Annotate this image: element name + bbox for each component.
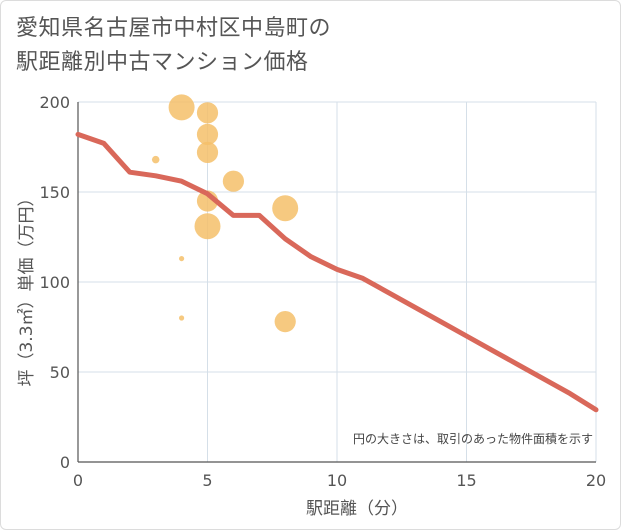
data-point — [222, 170, 245, 192]
data-point — [196, 102, 219, 124]
size-note: 円の大きさは、取引のあった物件面積を示す — [353, 431, 593, 446]
data-point — [179, 315, 185, 321]
x-tick-label: 5 — [202, 471, 212, 490]
data-point — [179, 256, 185, 262]
data-point — [194, 213, 221, 240]
data-point — [151, 155, 160, 164]
title-line-2: 駅距離別中古マンション価格 — [16, 50, 309, 75]
y-axis-label: 坪（3.3㎡）単価（万円） — [17, 189, 37, 386]
chart-title: 愛知県名古屋市中村区中島町の 駅距離別中古マンション価格 — [16, 12, 331, 80]
data-point — [272, 195, 299, 222]
y-tick-label: 200 — [39, 93, 70, 112]
trend-line — [75, 131, 599, 413]
y-tick-label: 150 — [39, 183, 70, 202]
grid-lines — [78, 101, 597, 462]
x-axis-label: 駅距離（分） — [306, 499, 408, 519]
data-point — [274, 310, 296, 333]
x-tick-label: 10 — [327, 471, 347, 490]
x-tick-label: 20 — [586, 471, 606, 490]
bubbles — [151, 94, 299, 333]
trend-layer — [75, 131, 599, 413]
x-tick-label: 0 — [73, 471, 83, 490]
x-tick-label: 15 — [456, 471, 476, 490]
data-point — [196, 123, 219, 146]
title-line-1: 愛知県名古屋市中村区中島町の — [16, 16, 332, 41]
y-tick-label: 0 — [60, 453, 70, 472]
axes — [77, 102, 596, 463]
tick-labels: 0 50 100 150 200 0 5 10 15 20 — [39, 93, 606, 490]
y-tick-label: 100 — [39, 273, 70, 292]
data-point — [168, 94, 195, 121]
data-point — [196, 141, 219, 164]
y-tick-label: 50 — [50, 363, 70, 382]
